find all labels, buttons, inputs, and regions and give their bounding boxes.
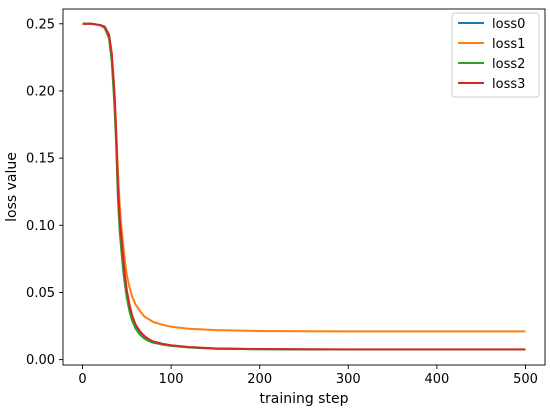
x-tick-label: 400 <box>424 372 449 387</box>
series-group <box>82 22 526 351</box>
y-tick-label: 0.05 <box>26 286 55 301</box>
legend-entry-loss0: loss0 <box>458 17 525 32</box>
legend-label-loss2: loss2 <box>492 57 525 72</box>
x-axis: 0 100 200 300 400 500 <box>78 365 538 387</box>
legend: loss0 loss1 loss2 loss3 <box>451 12 540 98</box>
y-axis: 0.00 0.05 0.10 0.15 0.20 0.25 <box>26 17 63 368</box>
x-tick-label: 500 <box>513 372 538 387</box>
y-tick-label: 0.00 <box>26 353 55 368</box>
x-axis-label: training step <box>260 391 349 407</box>
series-line-loss3 <box>82 22 526 351</box>
legend-label-loss1: loss1 <box>492 37 525 52</box>
legend-label-loss0: loss0 <box>492 17 525 32</box>
legend-label-loss3: loss3 <box>492 77 525 92</box>
x-tick-label: 100 <box>159 372 184 387</box>
y-tick-label: 0.15 <box>26 152 55 167</box>
x-tick-label: 0 <box>78 372 86 387</box>
y-tick-label: 0.20 <box>26 84 55 99</box>
x-tick-label: 300 <box>336 372 361 387</box>
x-tick-label: 200 <box>247 372 272 387</box>
y-axis-label: loss value <box>4 152 20 222</box>
y-tick-label: 0.25 <box>26 17 55 32</box>
legend-entry-loss2: loss2 <box>458 57 525 72</box>
legend-entry-loss3: loss3 <box>458 77 525 92</box>
legend-entry-loss1: loss1 <box>458 37 525 52</box>
y-tick-label: 0.10 <box>26 219 55 234</box>
legend-box <box>451 12 540 98</box>
